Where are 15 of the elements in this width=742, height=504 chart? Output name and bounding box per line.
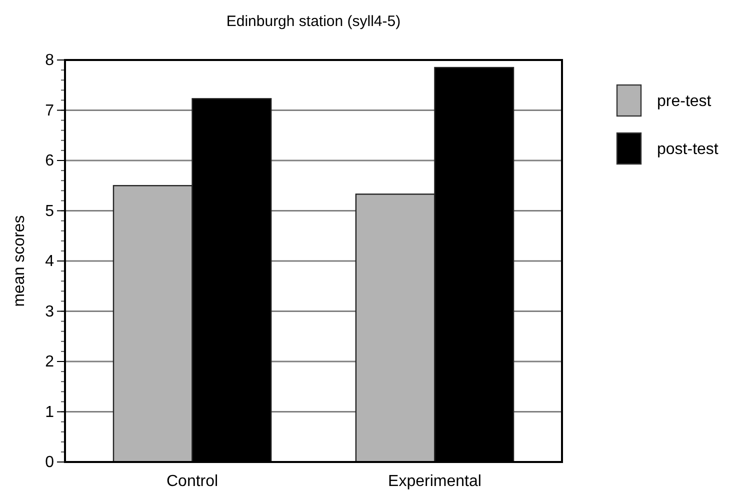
chart-title: Edinburgh station (syll4-5) xyxy=(226,13,401,30)
legend-label: pre-test xyxy=(657,93,712,110)
y-tick-label: 6 xyxy=(45,152,54,170)
x-tick-label: Experimental xyxy=(388,472,482,490)
y-tick-label: 4 xyxy=(45,253,54,270)
y-tick-label: 3 xyxy=(45,303,54,320)
y-tick-label: 5 xyxy=(45,202,54,220)
y-tick-label: 7 xyxy=(45,102,54,120)
y-tick-label: 8 xyxy=(45,52,54,70)
x-tick-label: Control xyxy=(166,472,218,490)
y-tick-label: 2 xyxy=(45,354,54,371)
y-tick-label: 1 xyxy=(45,404,54,421)
legend-label: post-test xyxy=(657,141,719,158)
y-axis-title: mean scores xyxy=(11,215,28,307)
y-tick-label: 0 xyxy=(45,454,54,472)
